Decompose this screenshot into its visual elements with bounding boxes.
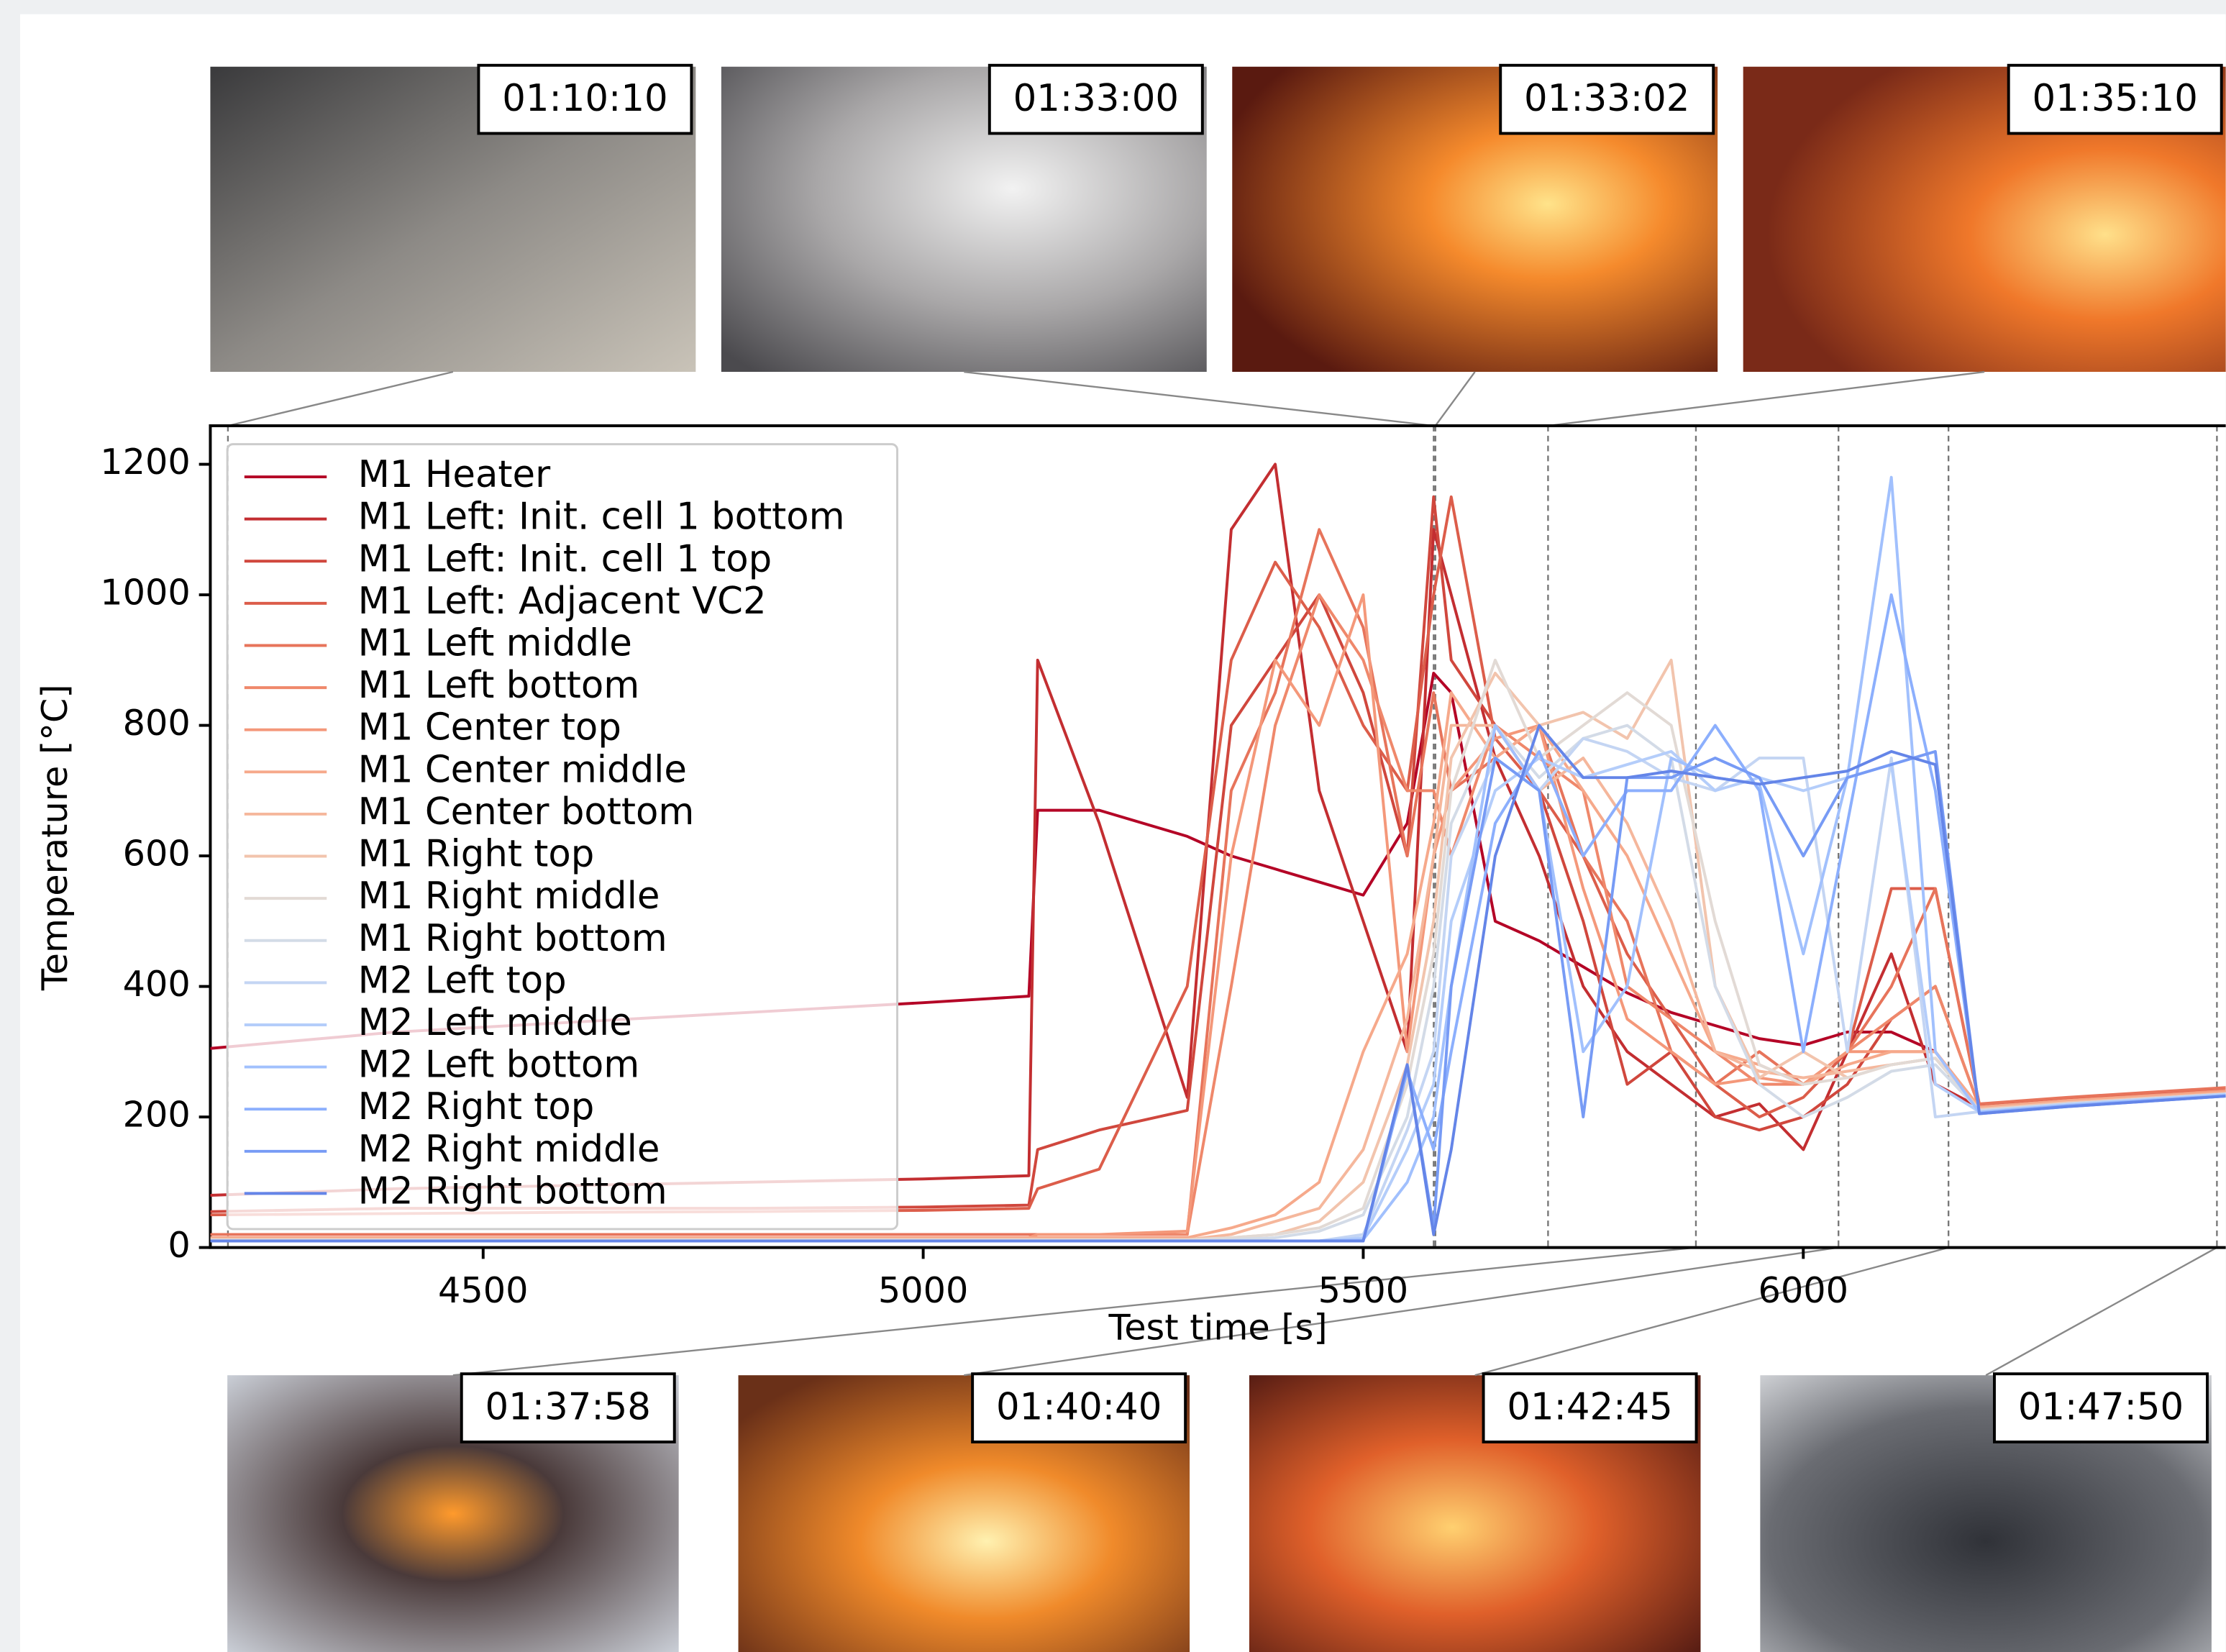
- legend-label: M1 Heater: [358, 453, 551, 496]
- legend-label: M1 Center top: [358, 706, 621, 749]
- y-tick-label: 200: [123, 1094, 191, 1136]
- y-tick-label: 600: [123, 833, 191, 875]
- timestamp: 01:33:00: [1013, 77, 1179, 120]
- legend-label: M2 Right middle: [358, 1128, 660, 1171]
- legend-label: M2 Right bottom: [358, 1169, 667, 1213]
- x-tick-label: 5000: [878, 1269, 969, 1311]
- legend-label: M1 Center middle: [358, 748, 687, 791]
- legend-label: M1 Center bottom: [358, 790, 695, 834]
- legend-label: M2 Left top: [358, 959, 567, 1002]
- timestamp: 01:35:10: [2033, 77, 2198, 120]
- figure: 01:10:10 01:33:00 01:33:02 01:35:10 01:37:58…: [0, 0, 2226, 1652]
- legend-label: M1 Right middle: [358, 875, 660, 918]
- legend-label: M1 Left bottom: [358, 664, 640, 707]
- legend-label: M2 Left bottom: [358, 1044, 640, 1087]
- legend-label: M1 Right bottom: [358, 917, 667, 960]
- timestamp: 01:10:10: [502, 77, 667, 120]
- legend-label: M1 Left: Adjacent VC2: [358, 580, 767, 623]
- timestamp: 01:37:58: [485, 1386, 651, 1429]
- timestamp: 01:47:50: [2018, 1386, 2184, 1429]
- y-axis-label: Temperature [°C]: [34, 684, 76, 991]
- x-tick-label: 6000: [1758, 1269, 1848, 1311]
- y-tick-label: 1000: [100, 572, 191, 613]
- legend-label: M2 Right top: [358, 1085, 595, 1128]
- legend-label: M1 Left middle: [358, 621, 632, 665]
- timestamp: 01:40:40: [996, 1386, 1162, 1429]
- y-tick-label: 400: [123, 963, 191, 1005]
- y-tick-label: 0: [168, 1224, 190, 1266]
- legend-label: M2 Left middle: [358, 1001, 632, 1044]
- legend-label: M1 Left: Init. cell 1 top: [358, 537, 772, 580]
- x-tick-label: 5500: [1318, 1269, 1409, 1311]
- x-axis-label: Test time [s]: [1108, 1307, 1327, 1348]
- timestamp: 01:42:45: [1507, 1386, 1672, 1429]
- y-tick-label: 800: [123, 702, 191, 744]
- legend-label: M1 Left: Init. cell 1 bottom: [358, 496, 845, 539]
- x-tick-label: 4500: [438, 1269, 529, 1311]
- timestamp: 01:33:02: [1524, 77, 1689, 120]
- y-tick-label: 1200: [100, 441, 191, 483]
- legend-label: M1 Right top: [358, 833, 595, 876]
